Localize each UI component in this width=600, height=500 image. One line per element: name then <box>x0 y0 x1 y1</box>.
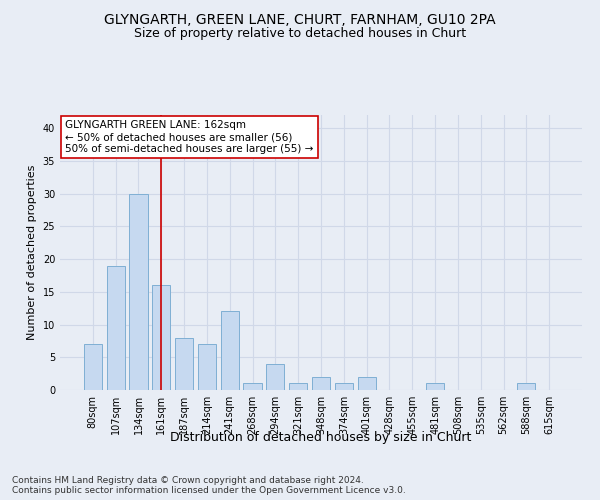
Text: GLYNGARTH, GREEN LANE, CHURT, FARNHAM, GU10 2PA: GLYNGARTH, GREEN LANE, CHURT, FARNHAM, G… <box>104 12 496 26</box>
Bar <box>358 377 376 390</box>
Text: Size of property relative to detached houses in Churt: Size of property relative to detached ho… <box>134 28 466 40</box>
Bar <box>266 364 284 390</box>
Bar <box>312 377 330 390</box>
Bar <box>198 344 216 390</box>
Bar <box>335 384 353 390</box>
Y-axis label: Number of detached properties: Number of detached properties <box>27 165 37 340</box>
Bar <box>107 266 125 390</box>
Text: Distribution of detached houses by size in Churt: Distribution of detached houses by size … <box>170 431 472 444</box>
Text: GLYNGARTH GREEN LANE: 162sqm
← 50% of detached houses are smaller (56)
50% of se: GLYNGARTH GREEN LANE: 162sqm ← 50% of de… <box>65 120 314 154</box>
Bar <box>517 384 535 390</box>
Bar <box>244 384 262 390</box>
Bar <box>426 384 444 390</box>
Bar <box>221 312 239 390</box>
Bar <box>175 338 193 390</box>
Bar <box>289 384 307 390</box>
Bar <box>84 344 102 390</box>
Text: Contains HM Land Registry data © Crown copyright and database right 2024.
Contai: Contains HM Land Registry data © Crown c… <box>12 476 406 495</box>
Bar <box>130 194 148 390</box>
Bar <box>152 285 170 390</box>
